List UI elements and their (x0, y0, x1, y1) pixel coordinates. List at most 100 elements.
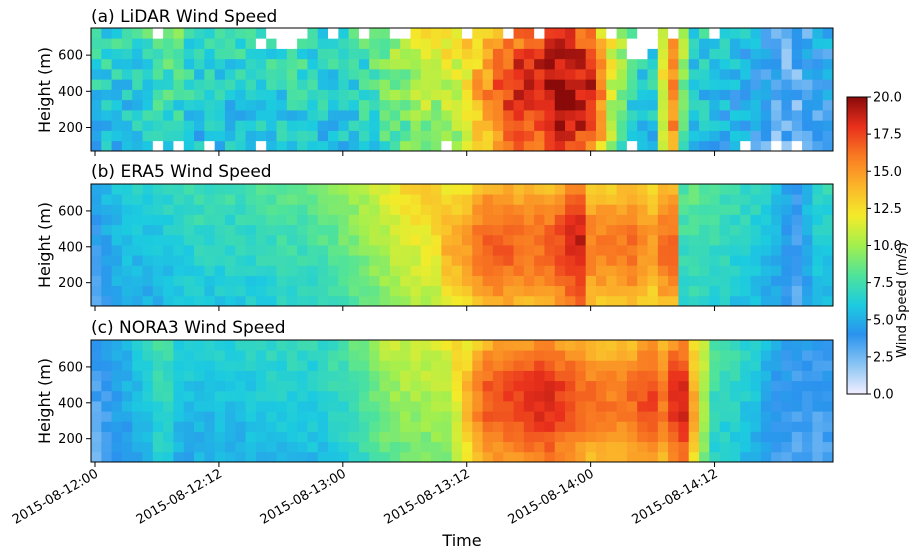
heatmap-cell (482, 390, 494, 402)
heatmap-cell (822, 140, 834, 152)
heatmap-cell (111, 79, 123, 90)
heatmap-cell (389, 204, 401, 215)
heatmap-cell (369, 99, 380, 111)
heatmap-cell (441, 234, 453, 246)
heatmap-cell (163, 79, 174, 90)
heatmap-cell (523, 99, 535, 111)
heatmap-cell (286, 421, 298, 432)
heatmap-cell (152, 214, 164, 226)
heatmap-cell (451, 350, 463, 361)
heatmap-cell (616, 194, 628, 205)
heatmap-cell (822, 38, 834, 49)
heatmap-cell (91, 441, 102, 453)
heatmap-cell (111, 431, 123, 443)
heatmap-cell (111, 451, 123, 463)
heatmap-cell (358, 38, 370, 49)
heatmap-cell (668, 265, 679, 276)
heatmap-cell (822, 184, 834, 195)
heatmap-cell (142, 38, 154, 49)
heatmap-cell (204, 58, 216, 70)
heatmap-cell (431, 214, 442, 226)
heatmap-cell (554, 140, 566, 152)
heatmap-cell (224, 79, 236, 90)
heatmap-cell (328, 401, 339, 412)
heatmap-cell (822, 204, 834, 215)
heatmap-cell (771, 110, 782, 121)
heatmap-cell (369, 28, 380, 39)
heatmap-cell (482, 28, 494, 39)
heatmap-cell (626, 340, 638, 351)
heatmap-cell (441, 380, 453, 392)
heatmap-cell (163, 140, 174, 152)
heatmap-cell (338, 441, 350, 453)
heatmap-cell (781, 411, 793, 422)
heatmap-cell (194, 194, 205, 205)
heatmap-cell (729, 48, 741, 60)
heatmap-cell (111, 411, 123, 422)
heatmap-cell (224, 255, 236, 266)
heatmap-cell (709, 194, 721, 205)
heatmap-cell (420, 140, 432, 152)
heatmap-cell (554, 89, 566, 101)
heatmap-cell (760, 350, 772, 361)
heatmap-cell (750, 340, 762, 351)
heatmap-cell (822, 89, 834, 101)
heatmap-cell (534, 204, 545, 215)
heatmap-cell (142, 265, 154, 276)
heatmap-cell (101, 380, 113, 392)
heatmap-cell (616, 224, 628, 236)
heatmap-cell (379, 411, 391, 422)
heatmap-cell (369, 340, 380, 351)
heatmap-cell (802, 79, 813, 90)
heatmap-cell (513, 204, 525, 215)
heatmap-cell (771, 411, 782, 422)
heatmap-cell (462, 130, 473, 142)
heatmap-cell (121, 370, 133, 382)
heatmap-cell (462, 69, 473, 80)
heatmap-cell (678, 441, 690, 453)
heatmap-cell (585, 245, 597, 256)
heatmap-cell (245, 58, 257, 70)
heatmap-cell (668, 370, 679, 382)
heatmap-cell (224, 110, 236, 121)
heatmap-cell (266, 431, 277, 443)
heatmap-cell (585, 120, 597, 131)
heatmap-cell (482, 58, 494, 70)
heatmap-cell (369, 214, 380, 226)
heatmap-cell (297, 421, 308, 432)
heatmap-cell (791, 255, 803, 266)
heatmap-cell (194, 370, 205, 382)
heatmap-cell (771, 451, 782, 463)
heatmap-cell (565, 234, 576, 246)
heatmap-cell (348, 110, 360, 121)
heatmap-cell (276, 285, 288, 297)
heatmap-cell (214, 194, 226, 205)
heatmap-cell (348, 69, 360, 80)
heatmap-cell (91, 360, 102, 371)
heatmap-cell (678, 38, 690, 49)
heatmap-cell (462, 204, 473, 215)
heatmap-cell (204, 184, 216, 195)
heatmap-cell (317, 265, 329, 276)
heatmap-cell (678, 110, 690, 121)
heatmap-cell (657, 441, 669, 453)
heatmap-cell (173, 421, 185, 432)
heatmap-cell (812, 245, 824, 256)
heatmap-cell (812, 130, 824, 142)
heatmap-cell (214, 204, 226, 215)
heatmap-cell (142, 431, 154, 443)
heatmap-cell (431, 350, 442, 361)
heatmap-cell (729, 295, 741, 307)
colorbar-tick-label: 20.0 (873, 91, 902, 106)
heatmap-cell (729, 401, 741, 412)
heatmap-cell (637, 130, 648, 142)
heatmap-cell (214, 421, 226, 432)
heatmap-cell (410, 255, 422, 266)
heatmap-cell (194, 380, 205, 392)
heatmap-cell (328, 245, 339, 256)
heatmap-cell (637, 380, 648, 392)
heatmap-cell (91, 214, 102, 226)
heatmap-cell (657, 224, 669, 236)
heatmap-cell (328, 38, 339, 49)
heatmap-cell (297, 224, 308, 236)
